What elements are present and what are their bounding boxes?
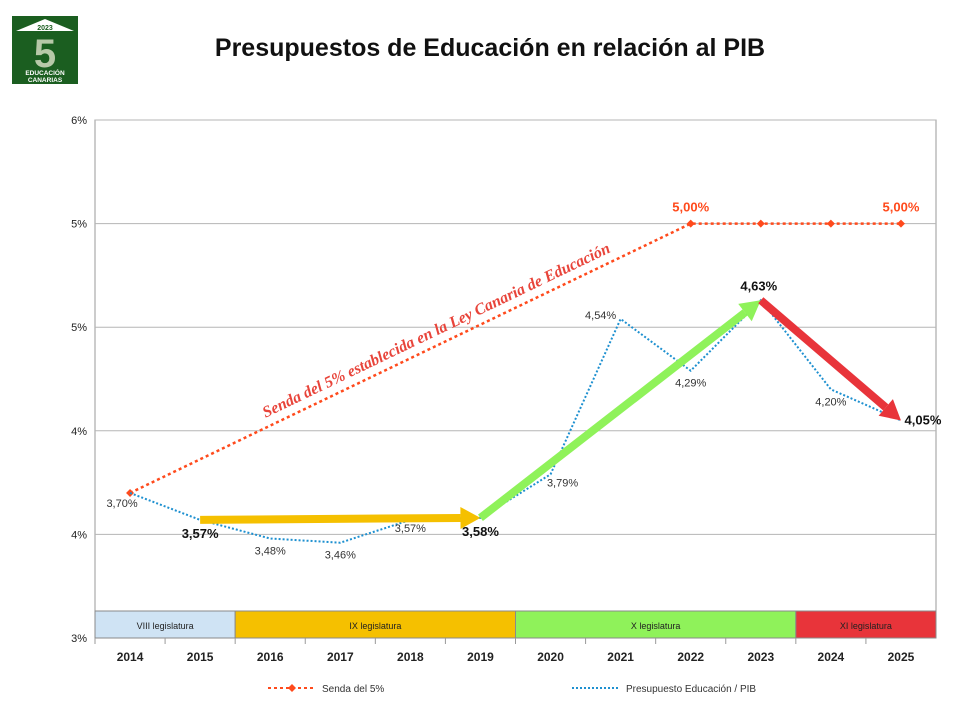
data-label: 3,57% <box>182 526 219 541</box>
legislatura-label: VIII legislatura <box>137 621 194 631</box>
legislatura-band <box>234 610 517 639</box>
legislatura-label: XI legislatura <box>840 621 892 631</box>
data-label: 4,29% <box>675 378 706 390</box>
x-tick-label: 2022 <box>677 650 704 664</box>
x-tick-label: 2020 <box>537 650 564 664</box>
data-label: 3,79% <box>547 477 578 489</box>
senda-marker <box>756 219 765 228</box>
legislatura-band <box>94 610 236 639</box>
x-tick-label: 2017 <box>327 650 354 664</box>
legislatura-label: X legislatura <box>631 621 681 631</box>
legislatura-label: IX legislatura <box>349 621 401 631</box>
data-label: 3,70% <box>106 498 137 510</box>
data-label: 3,57% <box>395 523 426 535</box>
data-label: 4,05% <box>905 412 942 427</box>
page-title: Presupuestos de Educación en relación al… <box>214 34 766 62</box>
trend-arrow-head <box>738 300 761 322</box>
x-tick-label: 2023 <box>747 650 774 664</box>
logo-line1: EDUCACIÓN <box>25 68 65 77</box>
logo-digit: 5 <box>34 32 56 76</box>
legend-senda-label: Senda del 5% <box>322 684 384 695</box>
senda-marker <box>686 219 695 228</box>
x-tick-label: 2018 <box>397 650 424 664</box>
x-tick-label: 2019 <box>467 650 494 664</box>
legend-presupuesto-label: Presupuesto Educación / PIB <box>626 684 756 695</box>
x-tick-label: 2021 <box>607 650 634 664</box>
x-tick-label: 2014 <box>117 650 144 664</box>
data-label: 4,63% <box>740 278 777 293</box>
plot-area <box>94 119 937 639</box>
trend-arrow-head <box>460 506 481 529</box>
trend-arrow-head <box>878 399 901 421</box>
logo-line2: CANARIAS <box>28 77 63 84</box>
data-label: 3,48% <box>255 546 286 558</box>
legislatura-band <box>795 610 937 639</box>
senda-marker <box>826 219 835 228</box>
logo-year: 2023 <box>37 25 53 32</box>
logo: 2023 5 EDUCACIÓN CANARIAS <box>12 16 78 84</box>
senda-marker <box>896 219 905 228</box>
y-tick-label: 3% <box>71 633 87 645</box>
x-tick-label: 2015 <box>187 650 214 664</box>
logo-graphic: 2023 5 EDUCACIÓN CANARIAS <box>12 16 78 84</box>
x-tick-label: 2016 <box>257 650 284 664</box>
trend-arrow <box>478 309 748 521</box>
trend-arrow <box>200 513 461 524</box>
data-label: 3,46% <box>325 550 356 562</box>
y-tick-label: 4% <box>71 529 87 541</box>
data-label: 4,54% <box>585 310 616 322</box>
data-label: 4,20% <box>815 396 846 408</box>
y-tick-label: 4% <box>71 426 87 438</box>
y-tick-label: 5% <box>71 219 87 231</box>
legislatura-band <box>515 610 797 639</box>
data-label: 3,58% <box>462 524 499 539</box>
y-tick-label: 6% <box>71 115 87 127</box>
senda-point-label: 5,00% <box>883 200 920 215</box>
trend-arrow <box>758 297 889 411</box>
y-tick-label: 5% <box>71 322 87 334</box>
legend-senda-marker <box>288 684 296 692</box>
x-tick-label: 2024 <box>818 650 845 664</box>
senda-point-label: 5,00% <box>672 200 709 215</box>
x-tick-label: 2025 <box>888 650 915 664</box>
